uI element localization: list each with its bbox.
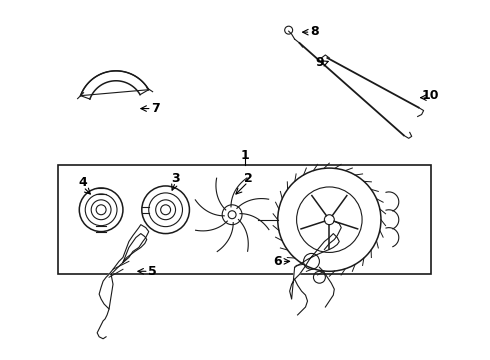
- Text: 10: 10: [422, 89, 440, 102]
- Text: 6: 6: [273, 255, 282, 268]
- Bar: [58, 165, 431, 274]
- Text: 5: 5: [148, 265, 157, 278]
- Text: 8: 8: [310, 24, 319, 38]
- Polygon shape: [80, 71, 148, 99]
- Text: 1: 1: [241, 149, 249, 162]
- Polygon shape: [290, 234, 339, 299]
- Text: 4: 4: [79, 176, 88, 189]
- Text: 7: 7: [151, 102, 160, 115]
- Text: 3: 3: [171, 171, 180, 185]
- Text: 2: 2: [244, 171, 252, 185]
- Text: 9: 9: [315, 57, 324, 69]
- Polygon shape: [99, 225, 149, 309]
